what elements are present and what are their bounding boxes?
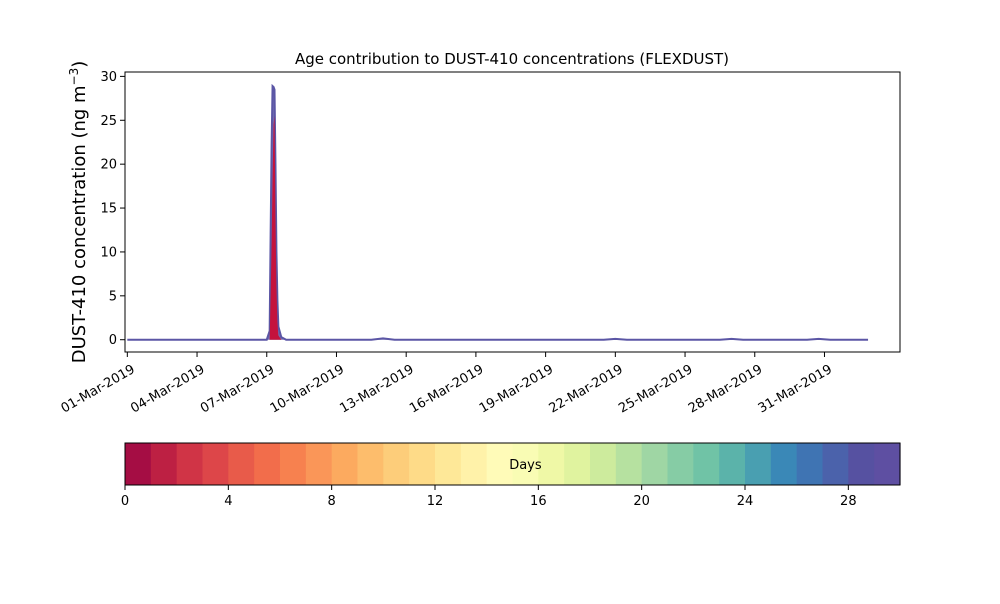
colorbar-swatch xyxy=(435,443,462,485)
colorbar-swatch xyxy=(848,443,875,485)
colorbar-swatch xyxy=(770,443,798,485)
y-axis-label: DUST-410 concentration (ng m−3) xyxy=(67,61,90,364)
colorbar-swatch xyxy=(693,443,720,485)
plot-frame xyxy=(124,71,901,353)
y-tick-label: 30 xyxy=(100,70,117,85)
colorbar-swatch xyxy=(305,443,333,485)
x-tick-label: 13-Mar-2019 xyxy=(337,362,416,416)
colorbar-swatch xyxy=(357,443,384,485)
colorbar-swatch xyxy=(796,443,824,485)
x-tick-label: 25-Mar-2019 xyxy=(616,362,695,416)
colorbar-swatch xyxy=(150,443,178,485)
x-tick-label: 01-Mar-2019 xyxy=(59,362,138,416)
x-tick-label: 22-Mar-2019 xyxy=(547,362,626,416)
colorbar: 0 4 8 12 16 20 24 28 Days xyxy=(121,442,901,509)
colorbar-tick-label: 4 xyxy=(224,494,232,509)
colorbar-tick-label: 0 xyxy=(121,494,129,509)
colorbar-swatch xyxy=(641,443,669,485)
colorbar-swatch xyxy=(202,443,229,485)
colorbar-label: Days xyxy=(509,458,542,473)
series-line-total xyxy=(127,83,869,341)
y-axis-label-unit-exponent: −3 xyxy=(67,68,81,86)
colorbar-tick-label: 24 xyxy=(737,494,754,509)
colorbar-tick-label: 8 xyxy=(328,494,336,509)
colorbar-swatch xyxy=(512,443,539,485)
colorbar-swatch xyxy=(667,443,694,485)
colorbar-swatch xyxy=(125,443,152,485)
colorbar-swatch xyxy=(822,443,849,485)
series-area-total xyxy=(127,86,869,340)
chart-title: Age contribution to DUST-410 concentrati… xyxy=(295,50,729,68)
colorbar-swatch xyxy=(176,443,204,485)
colorbar-tick-label: 28 xyxy=(840,494,857,509)
colorbar-swatch xyxy=(228,443,255,485)
colorbar-swatch xyxy=(719,443,746,485)
x-tick-label: 31-Mar-2019 xyxy=(756,362,835,416)
y-tick-label: 10 xyxy=(100,245,117,260)
colorbar-swatch xyxy=(460,443,488,485)
colorbar-tick-label: 16 xyxy=(530,494,547,509)
colorbar-swatch xyxy=(564,443,591,485)
series-area-age-0-1-days xyxy=(269,115,282,340)
colorbar-frame xyxy=(124,442,901,486)
y-axis-label-group: DUST-410 concentration (ng m−3) xyxy=(67,61,90,364)
x-tick-label: 16-Mar-2019 xyxy=(407,362,486,416)
colorbar-swatch xyxy=(486,443,514,485)
colorbar-swatch xyxy=(331,443,359,485)
colorbar-swatch xyxy=(383,443,410,485)
x-tick-label: 04-Mar-2019 xyxy=(128,362,207,416)
y-tick-label: 25 xyxy=(100,114,117,129)
plot-area: 0 5 10 15 20 25 30 01-Mar-201904-Mar-201907-Mar… xyxy=(59,70,901,416)
x-tick-label: 19-Mar-2019 xyxy=(477,362,556,416)
y-tick-label: 0 xyxy=(109,333,117,348)
colorbar-swatch xyxy=(409,443,436,485)
colorbar-tick-label: 20 xyxy=(633,494,650,509)
x-tick-label: 28-Mar-2019 xyxy=(686,362,765,416)
y-axis-label-close: ) xyxy=(69,61,90,68)
colorbar-swatch xyxy=(280,443,307,485)
colorbar-swatch xyxy=(615,443,643,485)
colorbar-swatch xyxy=(745,443,772,485)
x-tick-label: 07-Mar-2019 xyxy=(198,362,277,416)
y-tick-label: 5 xyxy=(109,289,117,304)
colorbar-swatch xyxy=(590,443,617,485)
colorbar-swatch xyxy=(538,443,565,485)
y-tick-label: 15 xyxy=(100,202,117,217)
y-axis-label-text: DUST-410 concentration (ng m xyxy=(69,85,90,363)
x-tick-label: 10-Mar-2019 xyxy=(268,362,347,416)
colorbar-swatch xyxy=(874,443,901,485)
y-tick-label: 20 xyxy=(100,158,117,173)
colorbar-swatch xyxy=(254,443,281,485)
colorbar-tick-label: 12 xyxy=(427,494,444,509)
